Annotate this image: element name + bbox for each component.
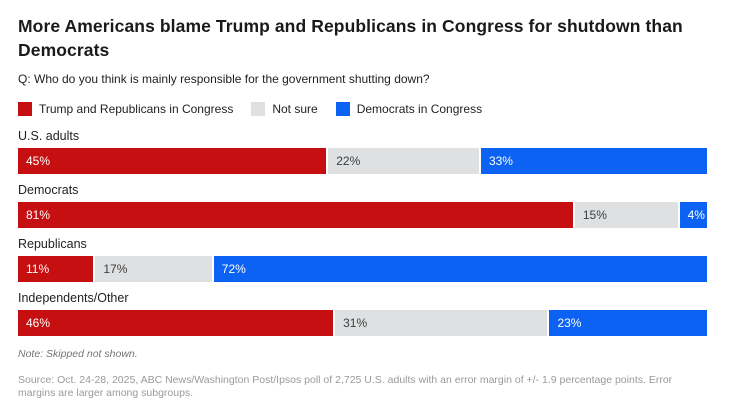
bar-segment-not-sure: 17% xyxy=(95,256,212,282)
group-label: U.S. adults xyxy=(18,129,80,143)
bar-segment-trump-republicans: 11% xyxy=(18,256,94,282)
legend: Trump and Republicans in Congress Not su… xyxy=(18,102,707,116)
bar-segment-trump-republicans: 46% xyxy=(18,310,334,336)
poll-chart-page: More Americans blame Trump and Republica… xyxy=(18,16,707,399)
bar-segment-not-sure: 22% xyxy=(328,148,479,174)
bar-segment-not-sure: 31% xyxy=(335,310,548,336)
source-line: Source: Oct. 24-28, 2025, ABC News/Washi… xyxy=(18,374,673,399)
chart-title: More Americans blame Trump and Republica… xyxy=(18,16,683,60)
legend-item-trump-republicans: Trump and Republicans in Congress xyxy=(18,102,233,116)
segment-value-label: 15% xyxy=(582,208,607,222)
legend-label: Trump and Republicans in Congress xyxy=(39,102,234,116)
bar-group-independents-other: Independents/Other 46% 31% 23% xyxy=(18,291,707,336)
group-label: Independents/Other xyxy=(18,291,129,305)
segment-value-label: 11% xyxy=(26,262,50,276)
bar-segment-democrats: 72% xyxy=(213,256,707,282)
segment-value-label: 33% xyxy=(488,154,513,168)
bar-segment-democrats: 23% xyxy=(549,310,707,336)
bar-segment-trump-republicans: 45% xyxy=(18,148,327,174)
chart-question-subtitle: Q: Who do you think is mainly responsibl… xyxy=(18,72,430,86)
legend-label: Not sure xyxy=(272,102,318,116)
bar-group-republicans: Republicans 11% 17% 72% xyxy=(18,237,707,282)
stacked-bar-chart: U.S. adults 45% 22% 33% Democrats 81% xyxy=(18,129,707,336)
bar-segment-trump-republicans: 81% xyxy=(18,202,573,228)
bar: 81% 15% 4% xyxy=(18,202,707,228)
blue-swatch-icon xyxy=(335,102,350,116)
segment-value-label: 72% xyxy=(221,262,246,276)
segment-value-label: 31% xyxy=(343,316,368,330)
legend-item-not-sure: Not sure xyxy=(251,102,318,116)
bar-group-us-adults: U.S. adults 45% 22% 33% xyxy=(18,129,707,174)
segment-value-label: 45% xyxy=(26,154,51,168)
footnote: Note: Skipped not shown. xyxy=(18,348,138,360)
segment-value-label: 4% xyxy=(687,208,705,222)
segment-value-label: 81% xyxy=(26,208,51,222)
gray-swatch-icon xyxy=(251,102,266,116)
segment-value-label: 23% xyxy=(557,316,582,330)
bar: 46% 31% 23% xyxy=(18,310,707,336)
segment-value-label: 17% xyxy=(103,262,128,276)
legend-label: Democrats in Congress xyxy=(356,102,483,116)
bar: 11% 17% 72% xyxy=(18,256,707,282)
segment-value-label: 46% xyxy=(26,316,51,330)
segment-value-label: 22% xyxy=(336,154,361,168)
bar: 45% 22% 33% xyxy=(18,148,707,174)
group-label: Republicans xyxy=(18,237,87,251)
bar-segment-not-sure: 15% xyxy=(574,202,678,228)
red-swatch-icon xyxy=(18,102,32,116)
bar-group-democrats: Democrats 81% 15% 4% xyxy=(18,183,707,228)
bar-segment-democrats: 33% xyxy=(480,148,707,174)
legend-item-democrats: Democrats in Congress xyxy=(335,102,483,116)
group-label: Democrats xyxy=(18,183,79,197)
bar-segment-democrats: 4% xyxy=(679,202,707,228)
